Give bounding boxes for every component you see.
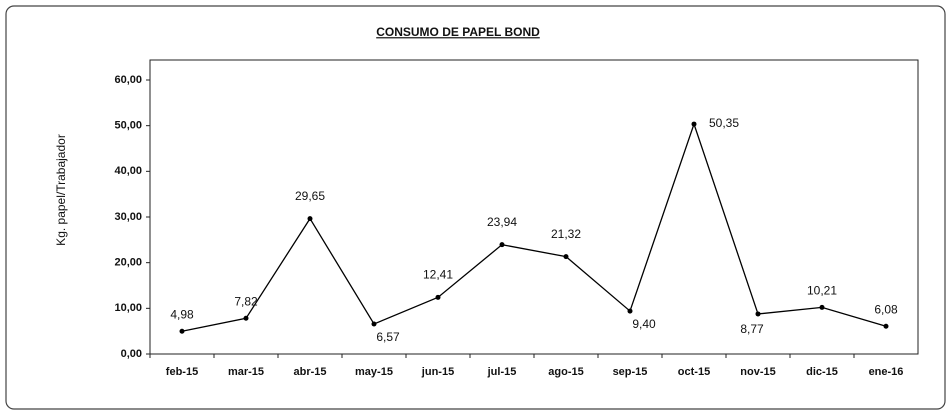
- y-tick-label: 40,00: [114, 165, 142, 177]
- data-point: [883, 323, 889, 329]
- data-point: [819, 304, 825, 310]
- y-tick-label: 20,00: [114, 257, 142, 269]
- x-tick-label: feb-15: [166, 366, 198, 378]
- x-tick-label: oct-15: [678, 366, 710, 378]
- x-tick-label: sep-15: [613, 366, 648, 378]
- data-label: 7,82: [234, 294, 258, 308]
- data-label: 50,35: [709, 116, 739, 130]
- y-axis-label: Kg. papel/Trabajador: [54, 134, 68, 246]
- data-point: [755, 311, 761, 317]
- data-label: 10,21: [807, 284, 837, 298]
- data-point: [243, 315, 249, 321]
- x-tick-label: abr-15: [293, 366, 326, 378]
- y-tick-label: 50,00: [114, 120, 142, 132]
- data-line: [181, 122, 887, 332]
- x-tick-label: nov-15: [740, 366, 775, 378]
- y-tick-label: 0,00: [121, 348, 142, 360]
- data-label: 9,40: [632, 317, 656, 331]
- data-label: 29,65: [295, 189, 325, 203]
- x-tick-label: ago-15: [548, 366, 583, 378]
- x-tick-label: jul-15: [487, 366, 517, 378]
- x-tick-label: ene-16: [869, 366, 904, 378]
- data-label: 12,41: [423, 267, 453, 281]
- data-point: [179, 328, 185, 334]
- y-tick-label: 10,00: [114, 302, 142, 314]
- data-label: 4,98: [170, 307, 194, 321]
- x-tick-label: mar-15: [228, 366, 264, 378]
- data-point: [307, 216, 313, 222]
- data-point: [627, 308, 633, 314]
- data-label: 6,57: [376, 330, 400, 344]
- data-label: 23,94: [487, 215, 517, 229]
- data-point: [691, 121, 697, 127]
- y-tick-label: 30,00: [114, 211, 142, 223]
- x-tick-label: may-15: [355, 366, 393, 378]
- data-label: 8,77: [740, 322, 764, 336]
- data-point: [371, 321, 377, 327]
- data-point: [435, 294, 441, 300]
- data-point: [563, 254, 569, 260]
- data-label: 21,32: [551, 227, 581, 241]
- chart-title: CONSUMO DE PAPEL BOND: [376, 25, 540, 39]
- y-tick-label: 60,00: [114, 74, 142, 86]
- x-tick-label: dic-15: [806, 366, 838, 378]
- data-point: [499, 242, 505, 248]
- chart-frame: [5, 5, 946, 410]
- x-tick-label: jun-15: [421, 366, 454, 378]
- data-label: 6,08: [874, 302, 898, 316]
